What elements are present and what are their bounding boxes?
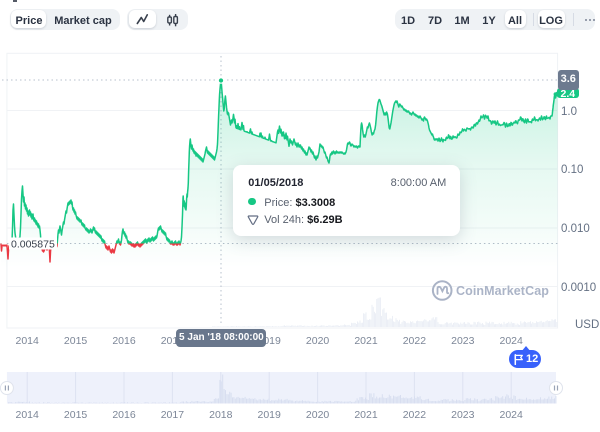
svg-text:0.005875: 0.005875 — [11, 238, 55, 250]
svg-text:CoinMarketCap: CoinMarketCap — [456, 284, 549, 298]
